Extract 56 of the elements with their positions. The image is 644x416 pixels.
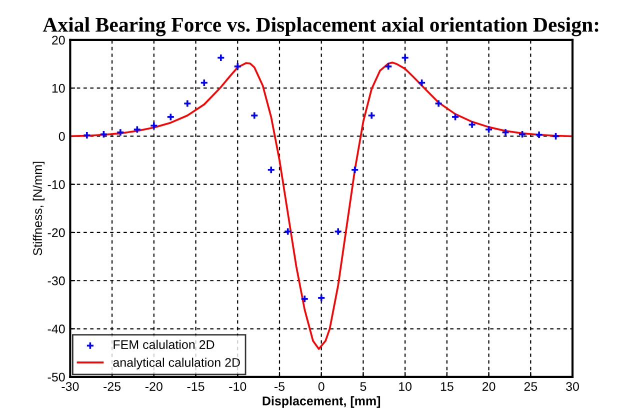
x-tick-label: -30 xyxy=(62,382,79,391)
y-tick-label: -10 xyxy=(48,180,65,189)
y-tick-label: -40 xyxy=(48,324,65,334)
point xyxy=(350,166,360,174)
line-series xyxy=(70,62,573,350)
point xyxy=(82,131,92,140)
y-tick-label: -50 xyxy=(48,372,65,382)
point xyxy=(233,62,242,71)
x-tick-label: 30 xyxy=(566,382,579,391)
point xyxy=(133,125,142,134)
point xyxy=(334,227,342,236)
x-tick-label: -25 xyxy=(104,382,121,391)
point xyxy=(300,294,309,304)
point xyxy=(451,112,460,122)
y-tick-label: 10 xyxy=(52,84,65,93)
point xyxy=(183,99,192,108)
point xyxy=(367,111,376,120)
point xyxy=(501,128,510,137)
point xyxy=(216,54,226,62)
point xyxy=(484,125,493,134)
point xyxy=(468,120,476,129)
y-tick-label: -20 xyxy=(48,228,65,238)
point xyxy=(150,121,158,130)
point xyxy=(384,62,392,71)
y-tick-label: -30 xyxy=(48,276,65,286)
legend-label: analytical calulation 2D xyxy=(113,358,240,370)
point xyxy=(317,294,326,302)
x-tick-label: 0 xyxy=(318,382,324,391)
point xyxy=(552,132,560,140)
point xyxy=(166,112,175,122)
x-tick-label: 20 xyxy=(482,382,496,391)
point xyxy=(400,54,410,62)
x-tick-label: -5 xyxy=(274,382,285,391)
point xyxy=(200,78,208,87)
legend-label: FEM calulation 2D xyxy=(114,340,214,350)
y-tick-label: 20 xyxy=(52,36,65,45)
x-tick-label: -15 xyxy=(187,382,204,391)
x-tick-label: 15 xyxy=(440,382,454,391)
x-tick-label: 25 xyxy=(524,382,538,391)
x-tick-label: -10 xyxy=(229,382,246,391)
x-tick-label: 5 xyxy=(360,382,366,391)
point xyxy=(434,99,443,108)
point xyxy=(418,78,426,87)
point xyxy=(284,227,292,236)
y-axis-title: Stiffness, [N/mm] xyxy=(32,162,44,256)
point xyxy=(266,166,276,174)
y-tick-label: 0 xyxy=(58,132,65,141)
x-tick-label: -20 xyxy=(145,382,162,391)
x-tick-label: 10 xyxy=(399,382,412,391)
point xyxy=(250,111,259,120)
point xyxy=(534,130,544,139)
x-axis-title: Displacement, [mm] xyxy=(262,396,380,408)
point xyxy=(116,128,125,137)
point xyxy=(100,130,108,138)
chart-title: Axial Bearing Force vs. Displacement axial orientation Design: xyxy=(42,17,598,36)
point xyxy=(518,130,526,138)
